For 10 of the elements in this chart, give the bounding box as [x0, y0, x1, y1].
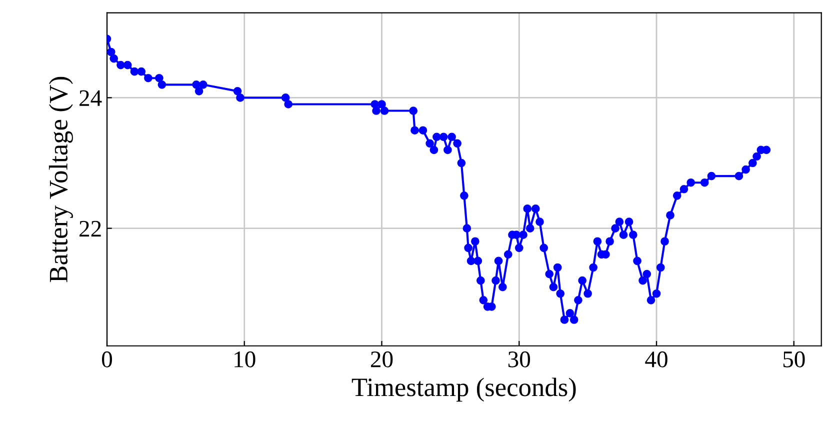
- x-axis-title: Timestamp (seconds): [352, 378, 576, 402]
- y-tick-label: 22: [80, 220, 101, 237]
- x-tick-label: 50: [783, 351, 805, 368]
- x-tick-label: 0: [102, 351, 112, 368]
- y-axis-title: Battery Voltage (V): [48, 76, 73, 282]
- x-tick-label: 40: [645, 351, 668, 368]
- x-tick-label: 10: [234, 351, 256, 368]
- x-tick-label: 30: [508, 351, 530, 368]
- y-tick-label: 24: [80, 90, 102, 106]
- x-tick-label: 20: [370, 351, 393, 368]
